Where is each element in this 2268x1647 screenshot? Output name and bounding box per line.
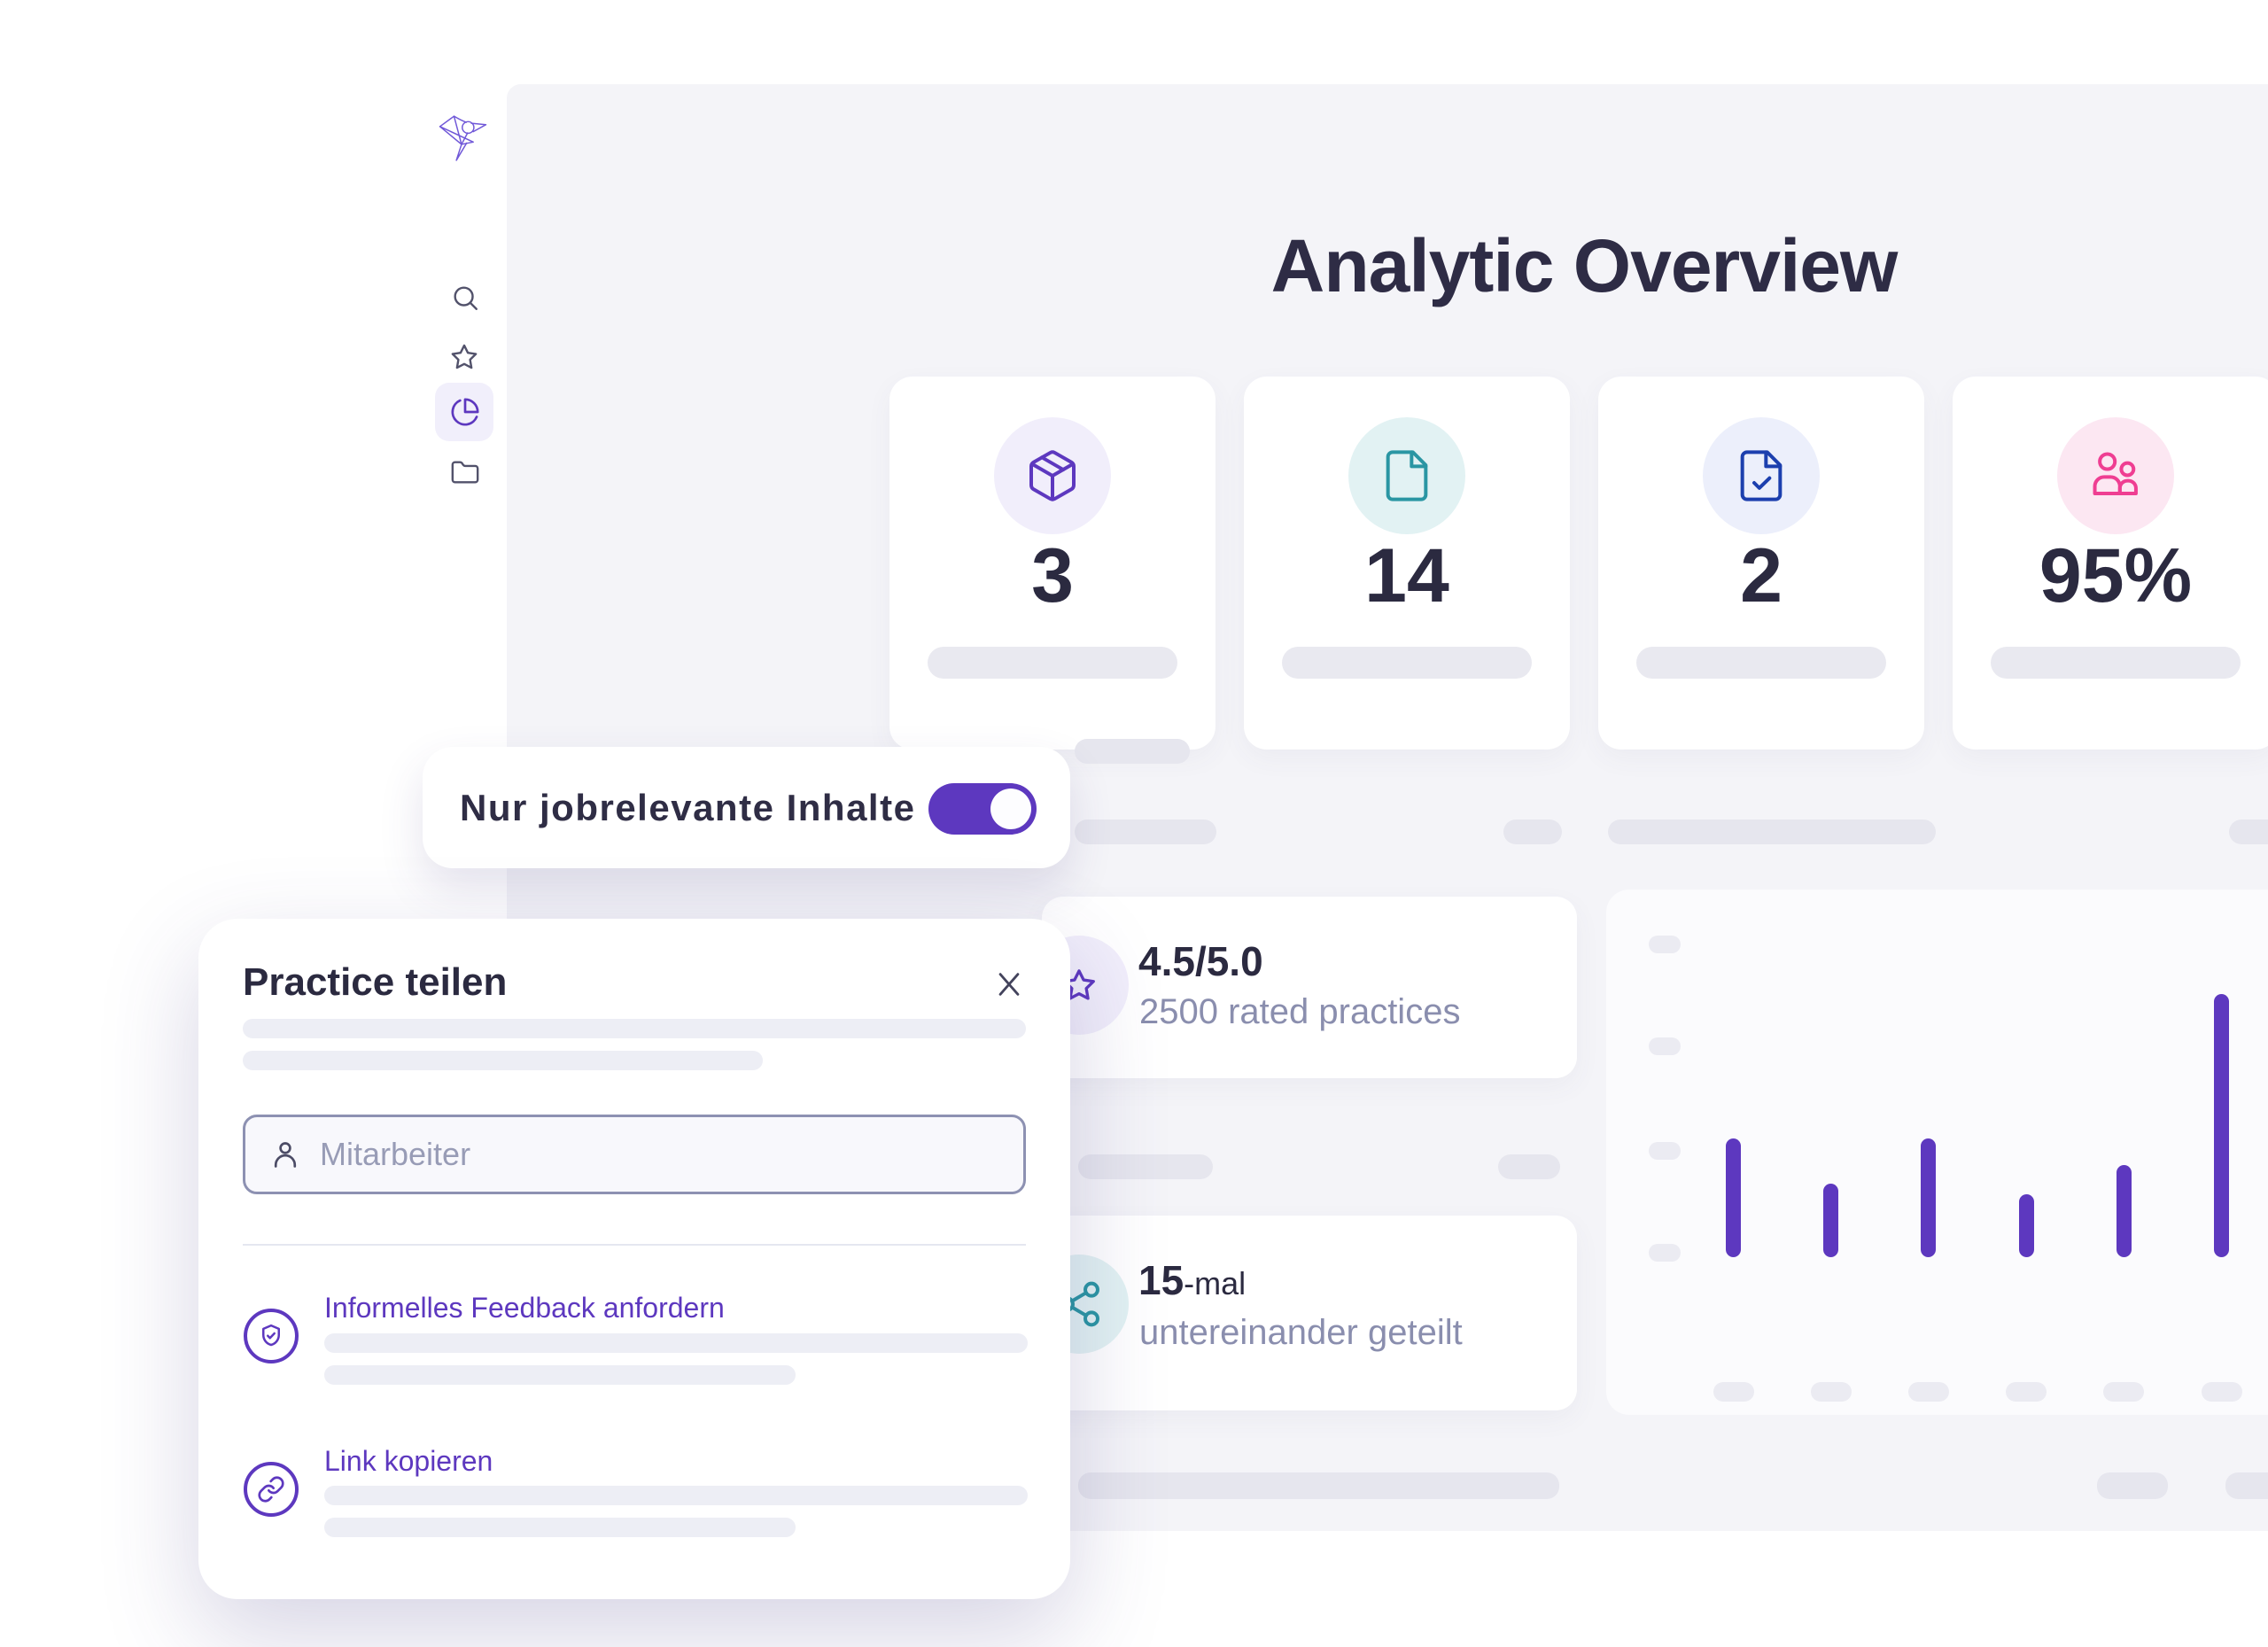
skeleton-pill [1078,1154,1213,1179]
x-axis-tick-placeholder [2201,1382,2242,1402]
stat-value: 3 [1031,532,1074,618]
users-icon [2087,447,2144,504]
folder-icon[interactable] [450,457,480,487]
chart-bar [1921,1138,1937,1257]
skeleton-pill [2097,1472,2168,1499]
x-axis-tick-placeholder [1907,1382,1949,1402]
chart-bar [1726,1138,1741,1257]
users-icon-circle [2057,417,2174,534]
skeleton-pill [2229,820,2268,844]
shield-check-icon[interactable] [244,1309,299,1363]
skeleton-pill [2225,1472,2268,1499]
skeleton-line [243,1019,1026,1038]
hummingbird-logo-icon [438,113,487,161]
skeleton-pill [1503,820,1562,844]
modal-title: Practice teilen [243,960,508,1004]
skeleton-pill [1075,820,1216,844]
link-icon[interactable] [244,1462,299,1517]
y-axis-tick-placeholder [1649,1142,1681,1160]
package-icon-circle [994,417,1111,534]
chart-bar [2018,1193,2034,1257]
x-axis-tick-placeholder [1810,1382,1852,1402]
package-icon [1024,447,1081,504]
stat-card-documents: 14 [1244,377,1570,750]
x-axis-tick-placeholder [2006,1382,2047,1402]
person-icon [268,1138,302,1171]
job-relevant-toggle[interactable] [928,783,1037,835]
skeleton-pill [1608,820,1936,844]
employee-input[interactable] [320,1136,940,1173]
stat-label-placeholder [928,647,1177,679]
x-axis-tick-placeholder [1713,1382,1754,1402]
skeleton-pill [1498,1154,1560,1179]
stat-card-approved: 2 [1598,377,1924,750]
share-count: 15-mal [1138,1257,1247,1303]
job-relevant-filter-card: Nur jobrelevante Inhalte [423,747,1070,868]
stat-label-placeholder [1636,647,1886,679]
share-description: untereinander geteilt [1139,1313,1463,1352]
share-count-suffix: -mal [1184,1265,1247,1301]
skeleton-line [324,1365,796,1385]
toggle-knob [990,789,1031,829]
file-check-icon [1733,447,1790,504]
stat-card-engagement: 95% [1953,377,2268,750]
rating-description: 2500 rated practices [1139,992,1461,1031]
stat-value: 95% [2039,532,2193,618]
close-icon[interactable] [994,969,1024,999]
divider [243,1244,1026,1246]
search-icon[interactable] [450,283,480,313]
employee-search-field[interactable] [243,1115,1026,1194]
file-check-icon-circle [1703,417,1820,534]
share-stats-card: 15-mal untereinander geteilt [1029,1216,1577,1410]
star-icon[interactable] [449,342,479,372]
skeleton-pill [1075,739,1190,764]
copy-link-link[interactable]: Link kopieren [324,1445,493,1477]
skeleton-line [324,1486,1028,1505]
stat-card-practices: 3 [889,377,1216,750]
rating-value: 4.5/5.0 [1138,938,1263,984]
chart-bar [1823,1183,1839,1257]
request-feedback-link[interactable]: Informelles Feedback anfordern [324,1292,725,1324]
pie-chart-icon[interactable] [450,397,480,427]
y-axis-tick-placeholder [1649,1037,1681,1055]
stat-value: 2 [1740,532,1783,618]
stat-value: 14 [1364,532,1449,618]
stat-label-placeholder [1282,647,1532,679]
file-icon-circle [1348,417,1465,534]
skeleton-line [324,1518,796,1537]
skeleton-line [243,1051,763,1070]
y-axis-tick-placeholder [1649,1244,1681,1262]
stat-label-placeholder [1991,647,2241,679]
x-axis-tick-placeholder [2103,1382,2145,1402]
file-icon [1379,447,1435,504]
toggle-label: Nur jobrelevante Inhalte [460,786,916,828]
rating-card: 4.5/5.0 2500 rated practices [1029,897,1577,1078]
page-title: Analytic Overview [1270,224,1899,307]
chart-bar [2116,1165,2132,1257]
skeleton-line [324,1333,1028,1353]
bar-chart [1606,890,2268,1415]
skeleton-pill [1078,1472,1559,1499]
chart-bar [2214,994,2229,1257]
y-axis-tick-placeholder [1649,936,1681,953]
share-practice-modal: Practice teilen Informelles [198,919,1070,1599]
